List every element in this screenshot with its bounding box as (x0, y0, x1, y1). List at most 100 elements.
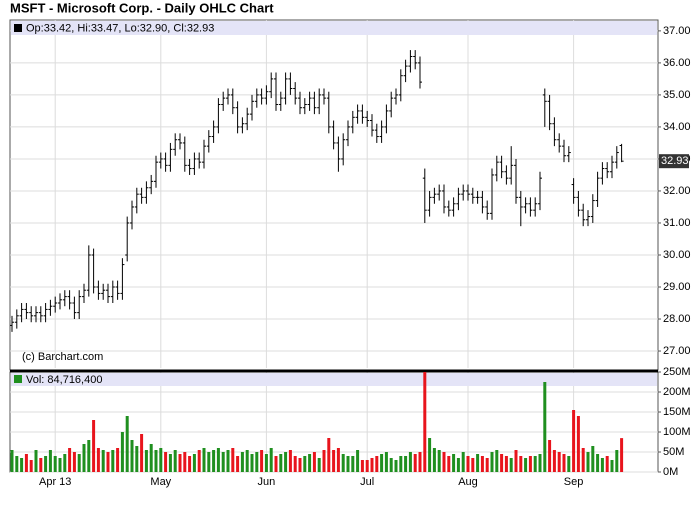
volume-bar (183, 452, 187, 472)
volume-bar (245, 450, 249, 472)
volume-bar (380, 454, 384, 472)
volume-bar (34, 450, 38, 472)
volume-bar (87, 440, 91, 472)
x-tick-label: Aug (458, 476, 478, 488)
volume-bar (524, 458, 528, 472)
volume-bar (620, 438, 624, 472)
volume-bar (317, 458, 321, 472)
volume-bar (356, 450, 360, 472)
volume-bar (298, 458, 302, 472)
volume-bar (111, 450, 115, 472)
volume-bar (116, 448, 120, 472)
volume-bar (216, 448, 220, 472)
volume-bar (327, 438, 331, 472)
volume-bar (303, 456, 307, 472)
volume-bar (471, 458, 475, 472)
legend-band (11, 21, 657, 35)
volume-bar (442, 452, 446, 472)
volume-bar (548, 440, 552, 472)
volume-bar (365, 460, 369, 472)
volume-bar (226, 450, 230, 472)
y-tick-label: 30.00 (663, 249, 691, 261)
volume-bar (552, 450, 556, 472)
y-tick-label: 28.00 (663, 313, 691, 325)
volume-bar (207, 452, 211, 472)
y-tick-label: 200M (663, 386, 691, 398)
volume-bar (72, 452, 76, 472)
volume-bar (413, 454, 417, 472)
y-tick-label: 31.00 (663, 217, 691, 229)
volume-bar (279, 454, 283, 472)
x-tick-label: May (150, 476, 171, 488)
volume-bar (63, 454, 67, 472)
volume-bar (130, 440, 134, 472)
volume-bar (236, 456, 240, 472)
volume-legend: Vol: 84,716,400 (26, 374, 102, 386)
volume-bar (15, 456, 19, 472)
volume-bar (284, 452, 288, 472)
volume-legend-swatch (14, 375, 22, 383)
x-tick-label: Sep (564, 476, 584, 488)
volume-bar (96, 448, 100, 472)
volume-bar (120, 432, 124, 472)
volume-bar (476, 454, 480, 472)
volume-bar (178, 454, 182, 472)
volume-bar (346, 456, 350, 472)
volume-bar (125, 416, 129, 472)
volume-bar (610, 460, 614, 472)
volume-bar (576, 416, 580, 472)
volume-bar (490, 452, 494, 472)
price-panel (9, 19, 659, 371)
volume-bar (418, 452, 422, 472)
marks (10, 50, 624, 472)
volume-bar (164, 452, 168, 472)
price-legend: Op:33.42, Hi:33.47, Lo:32.90, Cl:32.93 (26, 22, 214, 34)
y-tick-label: 36.00 (663, 57, 691, 69)
x-tick-label: Apr 13 (39, 476, 71, 488)
volume-bar (519, 456, 523, 472)
volume-bar (408, 452, 412, 472)
volume-bar (543, 382, 547, 472)
volume-bar (255, 452, 259, 472)
volume-bar (202, 448, 206, 472)
volume-bar (509, 458, 513, 472)
y-tick-label: 250M (663, 366, 691, 378)
volume-bar (514, 450, 518, 472)
volume-bar (82, 444, 86, 472)
volume-bar (605, 456, 609, 472)
volume-bar (336, 448, 340, 472)
x-tick-label: Jun (258, 476, 276, 488)
volume-bar (351, 456, 355, 472)
volume-bar (384, 452, 388, 472)
volume-bar (452, 454, 456, 472)
volume-bar (135, 446, 139, 472)
volume-bar (144, 450, 148, 472)
volume-bar (567, 456, 571, 472)
volume-bar (168, 454, 172, 472)
volume-bar (480, 456, 484, 472)
volume-bar (341, 454, 345, 472)
volume-bar (538, 454, 542, 472)
volume-bar (53, 456, 57, 472)
volume-bar (264, 454, 268, 472)
volume-bar (389, 458, 393, 472)
volume-bar (154, 450, 158, 472)
volume-bar (92, 420, 96, 472)
volume-bar (500, 454, 504, 472)
y-tick-label: 100M (663, 426, 691, 438)
x-tick-label: Jul (360, 476, 374, 488)
y-tick-label: 0M (663, 466, 678, 478)
volume-bar (173, 450, 177, 472)
volume-bar (140, 434, 144, 472)
volume-bar (504, 456, 508, 472)
volume-bar (404, 456, 408, 472)
volume-bar (437, 450, 441, 472)
volume-bar (581, 448, 585, 472)
chart-title: MSFT - Microsoft Corp. - Daily OHLC Char… (10, 0, 274, 15)
volume-bar (399, 456, 403, 472)
volume-bar (312, 452, 316, 472)
volume-bar (557, 452, 561, 472)
legend-swatch (14, 24, 22, 32)
credit: (c) Barchart.com (22, 351, 103, 363)
